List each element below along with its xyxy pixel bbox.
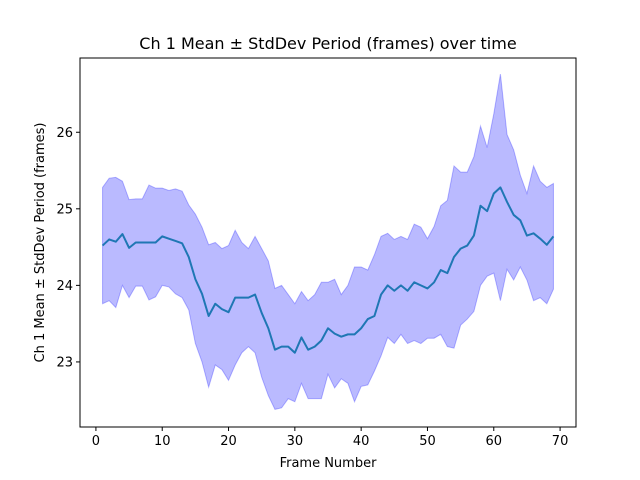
y-tick-label: 26 <box>56 126 73 141</box>
y-tick-label: 25 <box>56 202 73 217</box>
x-tick-label: 50 <box>419 434 436 449</box>
x-tick-label: 20 <box>220 434 237 449</box>
mean-line-layer <box>101 186 555 354</box>
x-tick-label: 10 <box>154 434 171 449</box>
x-tick-label: 30 <box>287 434 304 449</box>
chart-title: Ch 1 Mean ± StdDev Period (frames) over … <box>139 34 516 53</box>
x-axis: 0 10 20 30 40 50 60 70 <box>92 427 569 449</box>
x-axis-label: Frame Number <box>280 456 378 471</box>
x-tick-label: 70 <box>552 434 569 449</box>
std-band <box>102 73 554 410</box>
y-axis: 23 24 25 26 <box>56 126 80 370</box>
plot-area-frame <box>79 57 577 428</box>
std-band-layer <box>102 73 554 410</box>
x-tick-label: 0 <box>92 434 100 449</box>
x-tick-label: 60 <box>486 434 503 449</box>
y-axis-label: Ch 1 Mean ± StdDev Period (frames) <box>33 123 48 363</box>
y-tick-label: 23 <box>56 355 73 370</box>
mean-line <box>101 186 555 354</box>
y-tick-label: 24 <box>56 279 73 294</box>
x-tick-label: 40 <box>353 434 370 449</box>
